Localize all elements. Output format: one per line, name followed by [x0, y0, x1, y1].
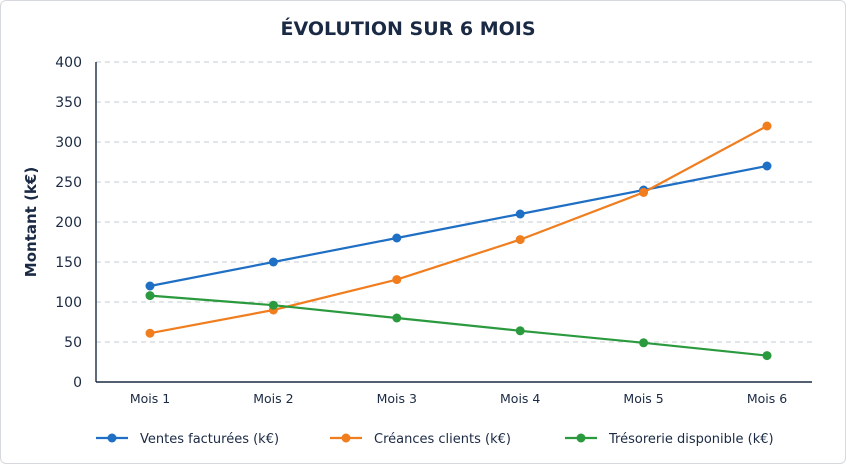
- legend-marker: [107, 433, 117, 443]
- data-point: [145, 291, 155, 301]
- legend-item: Créances clients (k€): [330, 432, 511, 447]
- x-tick-label: Mois 2: [253, 391, 293, 406]
- y-tick-label: 50: [64, 335, 82, 351]
- data-point: [762, 351, 772, 361]
- data-point: [392, 233, 402, 243]
- y-tick-label: 350: [55, 95, 82, 111]
- data-point: [145, 328, 155, 338]
- data-point: [639, 187, 649, 197]
- y-tick-label: 250: [55, 175, 82, 191]
- chart-title: ÉVOLUTION SUR 6 MOIS: [280, 17, 535, 40]
- y-axis-label: Montant (k€): [22, 167, 40, 277]
- series-line: [149, 294, 768, 357]
- legend-marker: [341, 433, 351, 443]
- gridlines: [96, 61, 812, 343]
- series-line: [149, 164, 768, 288]
- series-3: [145, 291, 772, 361]
- x-tick-label: Mois 5: [623, 391, 663, 406]
- series-2: [145, 121, 772, 338]
- x-tick-label: Mois 3: [377, 391, 417, 406]
- x-tick-label: Mois 1: [130, 391, 170, 406]
- legend-label: Créances clients (k€): [374, 432, 511, 447]
- y-tick-label: 150: [55, 255, 82, 271]
- legend-item: Ventes facturées (k€): [96, 432, 279, 447]
- legend-label: Trésorerie disponible (k€): [608, 432, 774, 447]
- data-point: [762, 121, 772, 131]
- data-point: [762, 161, 772, 171]
- data-point: [145, 281, 155, 291]
- y-tick-label: 400: [55, 55, 82, 71]
- data-point: [268, 257, 278, 267]
- series-line: [149, 125, 768, 335]
- series-lines: [145, 121, 772, 361]
- y-tick-label: 100: [55, 295, 82, 311]
- legend-item: Trésorerie disponible (k€): [565, 432, 774, 447]
- x-tick-label: Mois 6: [747, 391, 787, 406]
- y-tick-label: 300: [55, 135, 82, 151]
- series-1: [145, 161, 772, 291]
- data-point: [392, 313, 402, 323]
- legend-marker: [576, 433, 586, 443]
- y-tick-labels: 0 50 100 150 200 250 300 350 400: [55, 55, 82, 391]
- data-point: [515, 235, 525, 245]
- y-tick-label: 0: [73, 375, 82, 391]
- data-point: [268, 300, 278, 310]
- data-point: [392, 275, 402, 285]
- data-point: [639, 338, 649, 348]
- data-point: [515, 326, 525, 336]
- legend: Ventes facturées (k€) Créances clients (k…: [96, 432, 774, 447]
- x-tick-labels: Mois 1 Mois 2 Mois 3 Mois 4 Mois 5 Mois 6: [130, 391, 787, 406]
- legend-label: Ventes facturées (k€): [140, 432, 279, 447]
- y-tick-label: 200: [55, 215, 82, 231]
- x-tick-label: Mois 4: [500, 391, 540, 406]
- data-point: [515, 209, 525, 219]
